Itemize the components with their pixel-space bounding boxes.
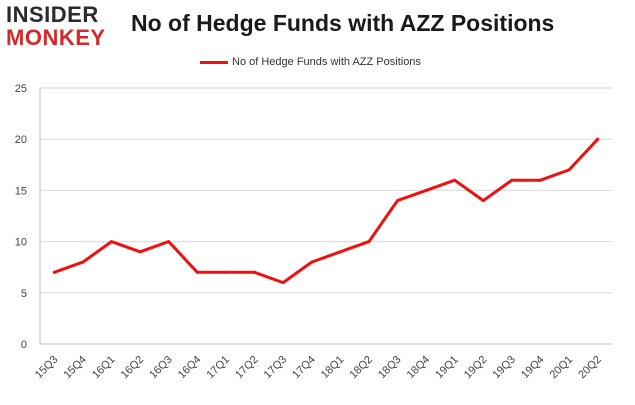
data-point xyxy=(539,178,542,182)
x-tick-label: 18Q1 xyxy=(319,354,347,382)
data-point xyxy=(510,178,514,182)
x-tick-label: 20Q2 xyxy=(576,354,604,382)
y-tick-label: 0 xyxy=(21,339,27,351)
logo-text-monkey: MONKEY xyxy=(6,25,106,50)
x-tick-label: 19Q4 xyxy=(519,354,547,382)
x-tick-label: 16Q2 xyxy=(119,354,147,382)
data-point xyxy=(81,260,85,264)
x-tick-label: 19Q2 xyxy=(462,354,490,382)
data-point xyxy=(224,270,228,274)
insider-monkey-logo: INSIDER MONKEY xyxy=(6,4,116,50)
data-point xyxy=(310,260,314,264)
x-tick-label: 17Q2 xyxy=(233,354,261,382)
data-point xyxy=(138,250,142,254)
data-point xyxy=(195,270,199,274)
data-point xyxy=(424,188,428,192)
data-point xyxy=(453,178,457,182)
x-tick-label: 15Q4 xyxy=(61,354,89,382)
x-tick-label: 18Q2 xyxy=(347,354,375,382)
x-tick-label: 18Q3 xyxy=(376,354,404,382)
legend-label: No of Hedge Funds with AZZ Positions xyxy=(232,56,421,68)
x-tick-label: 17Q3 xyxy=(262,354,290,382)
y-tick-label: 15 xyxy=(15,185,27,197)
logo-text-insider: INSIDER xyxy=(6,2,99,27)
x-tick-label: 16Q4 xyxy=(176,354,204,382)
chart-legend: No of Hedge Funds with AZZ Positions xyxy=(200,53,421,71)
chart-title: No of Hedge Funds with AZZ Positions xyxy=(131,10,555,36)
x-tick-label: 20Q1 xyxy=(548,354,576,382)
data-point xyxy=(338,250,342,254)
data-point xyxy=(52,270,56,274)
series-line xyxy=(52,137,600,285)
data-point xyxy=(396,199,399,203)
y-tick-label: 20 xyxy=(15,134,27,146)
legend-swatch xyxy=(200,60,228,64)
x-tick-label: 18Q4 xyxy=(405,354,433,382)
y-tick-label: 5 xyxy=(21,288,27,300)
x-tick-label: 19Q3 xyxy=(490,354,518,382)
x-tick-label: 16Q1 xyxy=(90,354,118,382)
x-tick-label: 16Q3 xyxy=(147,354,175,382)
data-point xyxy=(481,199,485,203)
x-tick-label: 17Q1 xyxy=(204,354,232,382)
x-tick-label: 17Q4 xyxy=(290,354,318,382)
x-tick-label: 19Q1 xyxy=(433,354,461,382)
data-point xyxy=(567,168,571,172)
y-tick-label: 10 xyxy=(15,237,27,249)
y-tick-label: 25 xyxy=(15,83,27,95)
x-tick-label: 15Q3 xyxy=(33,354,61,382)
data-point xyxy=(367,240,371,244)
data-point xyxy=(253,270,256,274)
data-point xyxy=(281,281,285,285)
data-point xyxy=(167,240,171,244)
data-point xyxy=(110,240,113,244)
data-point xyxy=(596,137,600,141)
